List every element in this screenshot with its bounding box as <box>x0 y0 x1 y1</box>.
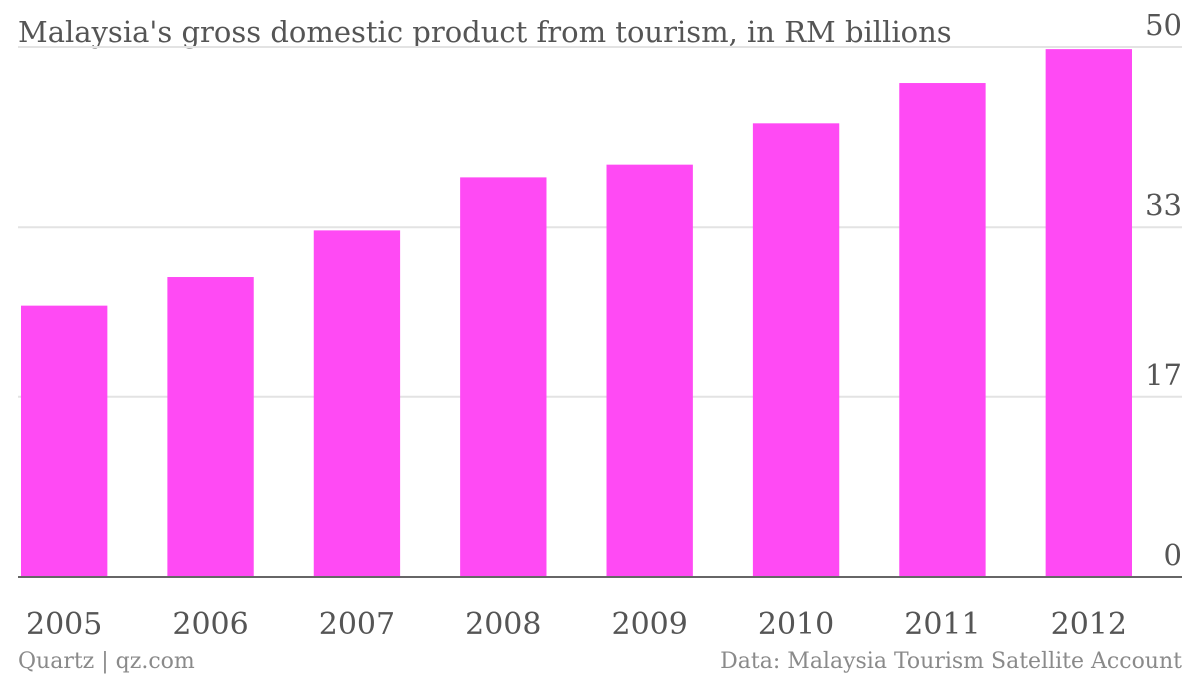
bar-2012 <box>1045 49 1132 578</box>
x-tick-label: 2005 <box>26 607 102 642</box>
bar-2006 <box>167 277 254 577</box>
y-tick-label: 50 <box>1145 8 1182 42</box>
source-label: Data: Malaysia Tourism Satellite Account <box>720 649 1182 674</box>
bars <box>21 49 1132 578</box>
bar-2008 <box>460 177 547 577</box>
y-tick-label: 17 <box>1145 358 1182 392</box>
x-axis-ticks: 2005 2006 2007 2008 2009 2010 2011 2012 <box>26 607 1127 642</box>
x-tick-label: 2010 <box>758 607 834 642</box>
x-tick-label: 2007 <box>319 607 395 642</box>
bar-2005 <box>21 305 108 577</box>
bar-2007 <box>313 230 401 577</box>
credit-label: Quartz | qz.com <box>18 649 195 674</box>
x-tick-label: 2006 <box>172 607 248 642</box>
x-tick-label: 2008 <box>465 607 541 642</box>
x-tick-label: 2009 <box>612 607 688 642</box>
y-axis-ticks: 0 17 33 50 <box>1145 8 1182 572</box>
bar-2010 <box>752 123 840 577</box>
x-tick-label: 2011 <box>904 607 980 642</box>
y-tick-label: 33 <box>1145 188 1182 222</box>
bar-2011 <box>899 83 986 577</box>
bar-2009 <box>606 164 693 577</box>
chart-title: Malaysia's gross domestic product from t… <box>18 15 952 49</box>
y-tick-label: 0 <box>1164 538 1182 572</box>
x-tick-label: 2012 <box>1051 607 1127 642</box>
